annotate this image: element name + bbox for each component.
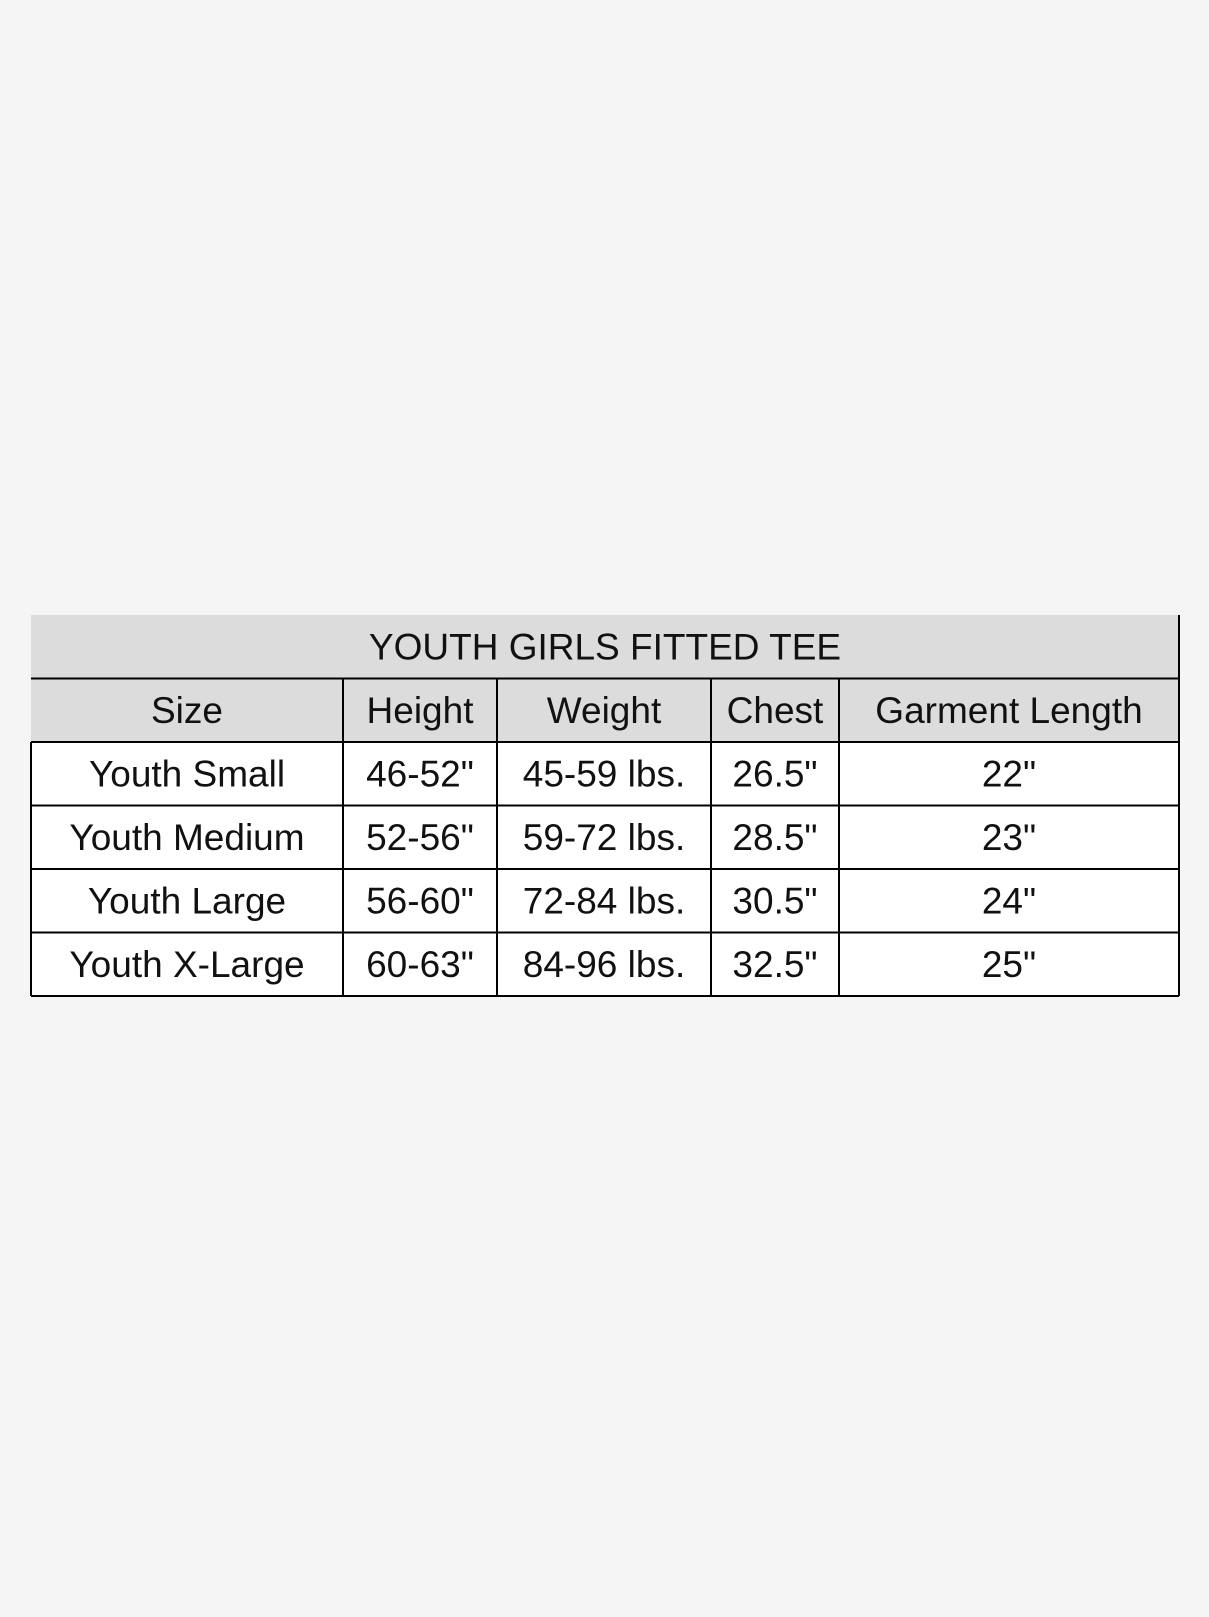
cell: 32.5" — [732, 944, 817, 985]
cell: 30.5" — [732, 880, 817, 921]
cell: Youth X-Large — [69, 944, 304, 985]
cell: 60-63" — [366, 944, 474, 985]
cell: 52-56" — [366, 817, 474, 858]
cell: 26.5" — [732, 753, 817, 794]
cell: 84-96 lbs. — [523, 944, 686, 985]
cell: 56-60" — [366, 880, 474, 921]
table-title: YOUTH GIRLS FITTED TEE — [369, 626, 841, 667]
title-background — [31, 615, 1179, 679]
column-header: Garment Length — [875, 690, 1142, 731]
cell: 24" — [982, 880, 1036, 921]
column-header: Size — [151, 690, 223, 731]
cell: 28.5" — [732, 817, 817, 858]
cell: 22" — [982, 753, 1036, 794]
cell: Youth Medium — [69, 817, 304, 858]
cell: 72-84 lbs. — [523, 880, 686, 921]
cell: Youth Large — [88, 880, 286, 921]
cell: 45-59 lbs. — [523, 753, 686, 794]
header-background — [31, 678, 1179, 742]
column-header: Height — [367, 690, 475, 731]
column-header: Chest — [727, 690, 824, 731]
cell: Youth Small — [89, 753, 285, 794]
cell: 23" — [982, 817, 1036, 858]
cell: 46-52" — [366, 753, 474, 794]
column-header: Weight — [547, 690, 662, 731]
cell: 59-72 lbs. — [523, 817, 686, 858]
cell: 25" — [982, 944, 1036, 985]
